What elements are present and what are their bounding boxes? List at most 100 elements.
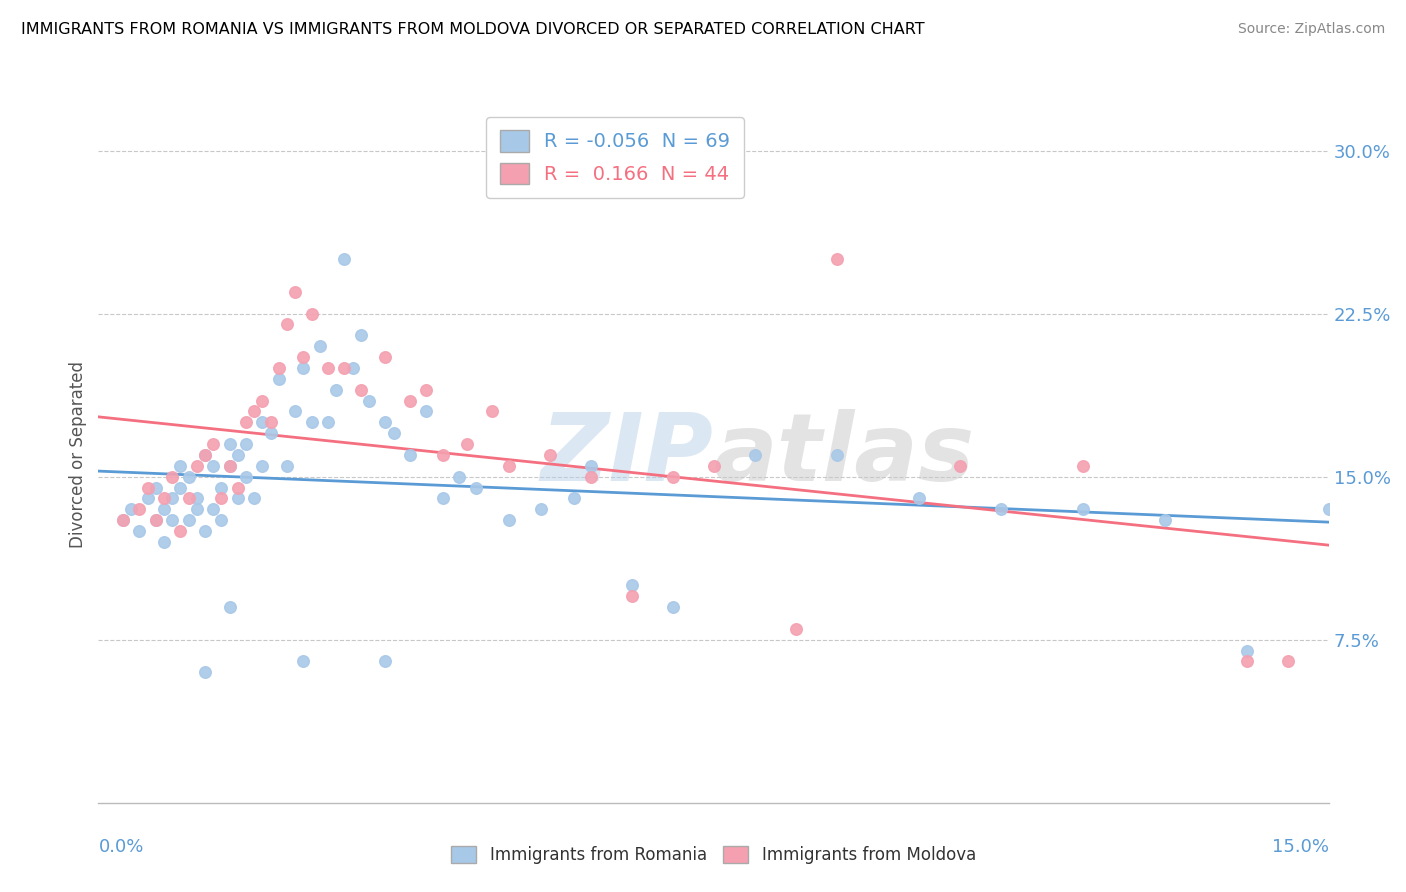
Point	[276, 458, 298, 473]
Point	[202, 458, 225, 473]
Point	[177, 469, 200, 483]
Point	[226, 481, 249, 495]
Point	[990, 502, 1012, 516]
Point	[579, 458, 602, 473]
Point	[1236, 643, 1258, 657]
Point	[128, 524, 150, 538]
Point	[374, 415, 396, 429]
Point	[218, 437, 240, 451]
Point	[211, 513, 233, 527]
Point	[194, 524, 217, 538]
Point	[457, 437, 479, 451]
Point	[301, 415, 323, 429]
Point	[153, 535, 176, 549]
Point	[202, 502, 225, 516]
Point	[145, 513, 167, 527]
Point	[169, 458, 191, 473]
Point	[153, 491, 176, 506]
Point	[449, 469, 471, 483]
Point	[235, 437, 257, 451]
Point	[194, 448, 217, 462]
Point	[415, 404, 437, 418]
Point	[661, 600, 683, 615]
Point	[579, 469, 602, 483]
Point	[145, 513, 167, 527]
Point	[1317, 502, 1340, 516]
Point	[530, 502, 553, 516]
Point	[1071, 502, 1094, 516]
Point	[202, 437, 225, 451]
Point	[136, 491, 159, 506]
Point	[350, 383, 373, 397]
Point	[120, 502, 142, 516]
Point	[186, 502, 208, 516]
Point	[252, 415, 274, 429]
Point	[169, 524, 191, 538]
Point	[498, 513, 520, 527]
Point	[243, 404, 266, 418]
Point	[153, 502, 176, 516]
Point	[292, 655, 315, 669]
Point	[128, 502, 150, 516]
Point	[218, 600, 240, 615]
Point	[292, 360, 315, 375]
Point	[177, 513, 200, 527]
Point	[661, 469, 683, 483]
Point	[186, 458, 208, 473]
Point	[350, 328, 373, 343]
Text: 15.0%: 15.0%	[1271, 838, 1329, 855]
Point	[177, 491, 200, 506]
Point	[243, 491, 266, 506]
Point	[145, 481, 167, 495]
Point	[744, 448, 766, 462]
Text: IMMIGRANTS FROM ROMANIA VS IMMIGRANTS FROM MOLDOVA DIVORCED OR SEPARATED CORRELA: IMMIGRANTS FROM ROMANIA VS IMMIGRANTS FR…	[21, 22, 925, 37]
Point	[136, 481, 159, 495]
Point	[1153, 513, 1175, 527]
Point	[399, 393, 422, 408]
Point	[825, 448, 848, 462]
Point	[284, 404, 307, 418]
Point	[359, 393, 381, 408]
Point	[325, 383, 347, 397]
Point	[1277, 655, 1299, 669]
Point	[112, 513, 135, 527]
Point	[333, 360, 356, 375]
Point	[267, 372, 290, 386]
Point	[260, 415, 283, 429]
Point	[620, 578, 643, 592]
Point	[703, 458, 725, 473]
Point	[374, 655, 396, 669]
Point	[464, 481, 486, 495]
Point	[562, 491, 585, 506]
Point	[267, 360, 290, 375]
Point	[785, 622, 807, 636]
Point	[538, 448, 561, 462]
Y-axis label: Divorced or Separated: Divorced or Separated	[69, 361, 87, 549]
Point	[949, 458, 972, 473]
Point	[415, 383, 437, 397]
Point	[481, 404, 503, 418]
Point	[316, 415, 339, 429]
Point	[333, 252, 356, 267]
Point	[284, 285, 307, 299]
Point	[309, 339, 332, 353]
Point	[218, 458, 240, 473]
Text: ZIP: ZIP	[541, 409, 714, 501]
Point	[162, 491, 183, 506]
Point	[342, 360, 364, 375]
Legend: Immigrants from Romania, Immigrants from Moldova: Immigrants from Romania, Immigrants from…	[444, 839, 983, 871]
Point	[211, 491, 233, 506]
Point	[194, 448, 217, 462]
Point	[169, 481, 191, 495]
Point	[112, 513, 135, 527]
Point	[276, 318, 298, 332]
Point	[260, 426, 283, 441]
Point	[162, 513, 183, 527]
Point	[825, 252, 848, 267]
Point	[1071, 458, 1094, 473]
Text: 0.0%: 0.0%	[98, 838, 143, 855]
Point	[235, 415, 257, 429]
Point	[907, 491, 929, 506]
Point	[292, 350, 315, 364]
Point	[211, 481, 233, 495]
